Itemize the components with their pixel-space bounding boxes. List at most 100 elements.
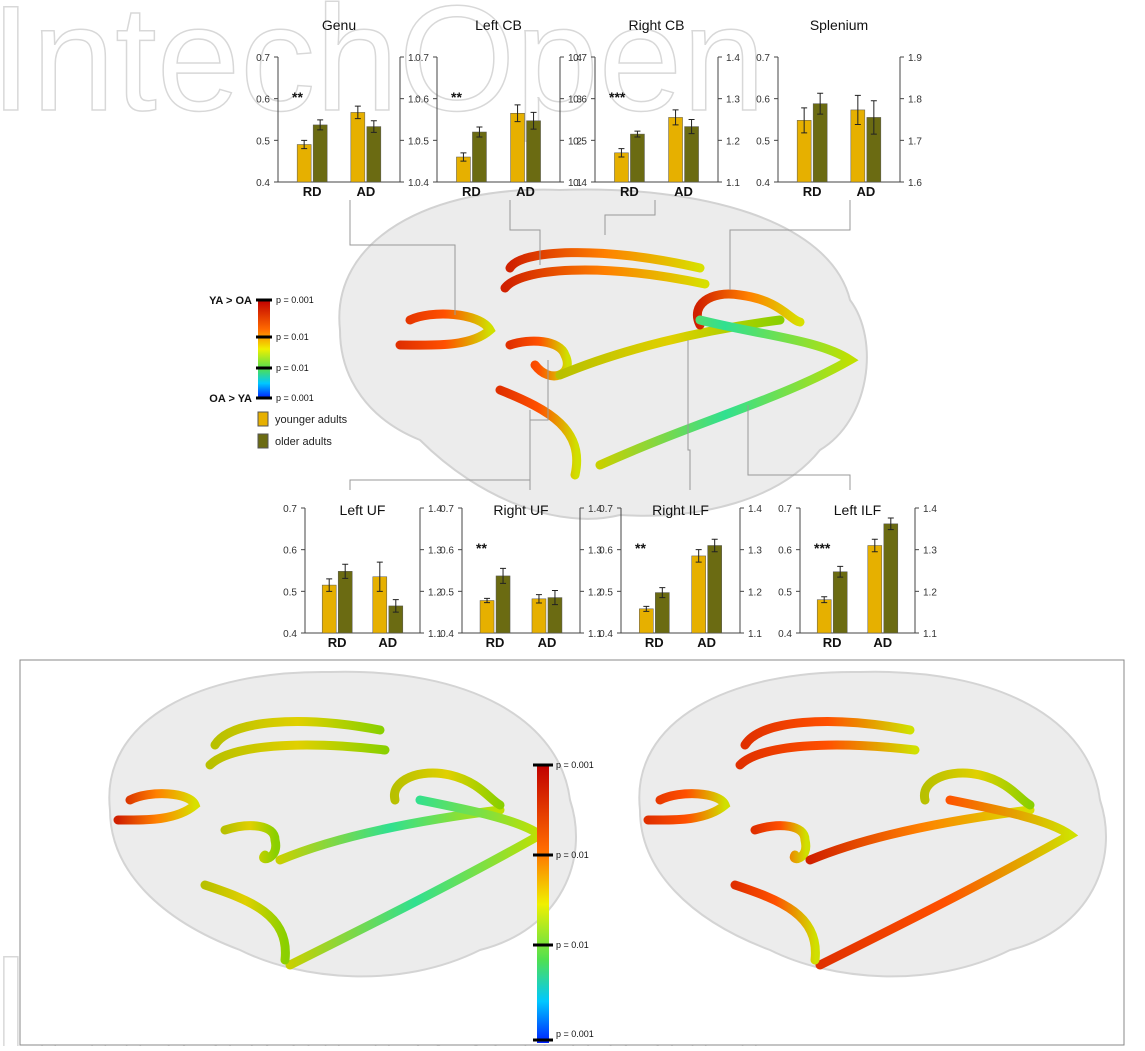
x-tick-label: RD <box>803 184 822 199</box>
chart-title: Left UF <box>340 502 386 518</box>
bar <box>472 132 486 182</box>
legend-swatch <box>258 434 268 448</box>
significance-label: *** <box>814 540 831 556</box>
colorbar-label: p = 0.001 <box>276 295 314 305</box>
colorbar-label: p = 0.001 <box>556 1029 594 1039</box>
y2-tick-label: 1.7 <box>908 136 922 147</box>
y2-tick-label: 1.3 <box>748 546 762 557</box>
y-tick-label: 0.5 <box>440 587 454 598</box>
bar <box>351 112 365 182</box>
x-tick-label: AD <box>356 184 375 199</box>
y2-tick-label: 1.1 <box>923 629 937 640</box>
y-tick-label: 0.6 <box>756 95 770 106</box>
y2-tick-label: 1.4 <box>726 53 740 64</box>
bar <box>817 600 831 633</box>
colorbar-label: p = 0.01 <box>276 363 309 373</box>
chart-title: Right CB <box>628 17 684 33</box>
x-tick-label: AD <box>873 635 892 650</box>
y-tick-label: 0.7 <box>415 53 429 64</box>
significance-label: ** <box>292 89 303 105</box>
y-tick-label: 0.7 <box>256 53 270 64</box>
bar <box>868 546 882 634</box>
colorbar: YA > OA OA > YA p = 0.001 p = 0.01 p = 0… <box>209 295 314 405</box>
y-tick-label: 0.4 <box>283 629 297 640</box>
y-tick-label: 0.5 <box>256 136 270 147</box>
bar <box>511 113 525 182</box>
y-tick-label: 0.6 <box>778 546 792 557</box>
bar <box>884 524 898 633</box>
y-tick-label: 0.5 <box>573 136 587 147</box>
bar <box>655 593 669 633</box>
y-tick-label: 0.5 <box>778 587 792 598</box>
significance-label: ** <box>476 540 487 556</box>
brain-illustration <box>339 190 867 519</box>
y2-tick-label: 1.6 <box>908 178 922 189</box>
colorbar-label: p = 0.01 <box>556 940 589 950</box>
y2-tick-label: 1.4 <box>748 504 762 515</box>
bar <box>532 599 546 633</box>
y-tick-label: 0.6 <box>415 95 429 106</box>
bar <box>708 546 722 634</box>
significance-label: *** <box>609 89 626 105</box>
x-tick-label: RD <box>620 184 639 199</box>
y-tick-label: 0.4 <box>440 629 454 640</box>
colorbar-label: p = 0.001 <box>276 393 314 403</box>
significance-label: ** <box>635 540 646 556</box>
colorbar-label: p = 0.01 <box>556 850 589 860</box>
y-tick-label: 0.7 <box>756 53 770 64</box>
y-tick-label: 0.7 <box>599 504 613 515</box>
y-tick-label: 0.4 <box>599 629 613 640</box>
y2-tick-label: 1.2 <box>923 587 937 598</box>
y2-tick-label: 1.9 <box>908 53 922 64</box>
bar <box>527 121 541 182</box>
y-tick-label: 0.5 <box>599 587 613 598</box>
chart-title: Splenium <box>810 17 868 33</box>
y-tick-label: 0.7 <box>440 504 454 515</box>
y-tick-label: 0.5 <box>415 136 429 147</box>
x-tick-label: AD <box>516 184 535 199</box>
x-tick-label: RD <box>462 184 481 199</box>
bar <box>669 117 683 182</box>
bar <box>639 609 653 633</box>
y2-tick-label: 1.2 <box>726 136 740 147</box>
bar <box>813 104 827 182</box>
y-tick-label: 0.5 <box>756 136 770 147</box>
bar <box>367 127 381 182</box>
y2-tick-label: 1.1 <box>748 629 762 640</box>
y-tick-label: 0.6 <box>440 546 454 557</box>
y-tick-label: 0.6 <box>599 546 613 557</box>
colorbar-label: p = 0.001 <box>556 760 594 770</box>
y-tick-label: 0.7 <box>778 504 792 515</box>
y-tick-label: 0.7 <box>283 504 297 515</box>
chart-title: Right ILF <box>652 502 709 518</box>
x-tick-label: RD <box>645 635 664 650</box>
significance-label: ** <box>451 89 462 105</box>
chart-title: Genu <box>322 17 356 33</box>
bar <box>480 601 494 634</box>
bar <box>685 127 699 182</box>
x-tick-label: AD <box>538 635 557 650</box>
y-tick-label: 0.6 <box>256 95 270 106</box>
x-tick-label: RD <box>486 635 505 650</box>
bar <box>630 134 644 182</box>
x-tick-label: RD <box>823 635 842 650</box>
y-tick-label: 0.5 <box>283 587 297 598</box>
bar <box>338 571 352 633</box>
x-tick-label: AD <box>378 635 397 650</box>
bar <box>496 576 510 633</box>
bar <box>692 556 706 633</box>
x-tick-label: AD <box>856 184 875 199</box>
legend-swatch <box>258 412 268 426</box>
legend-label: younger adults <box>275 414 348 426</box>
bar <box>297 145 311 183</box>
y-tick-label: 0.4 <box>256 178 270 189</box>
y-tick-label: 0.7 <box>573 53 587 64</box>
y-tick-label: 0.4 <box>573 178 587 189</box>
y-tick-label: 0.6 <box>573 95 587 106</box>
x-tick-label: RD <box>328 635 347 650</box>
bar <box>833 572 847 633</box>
bar <box>313 125 327 182</box>
